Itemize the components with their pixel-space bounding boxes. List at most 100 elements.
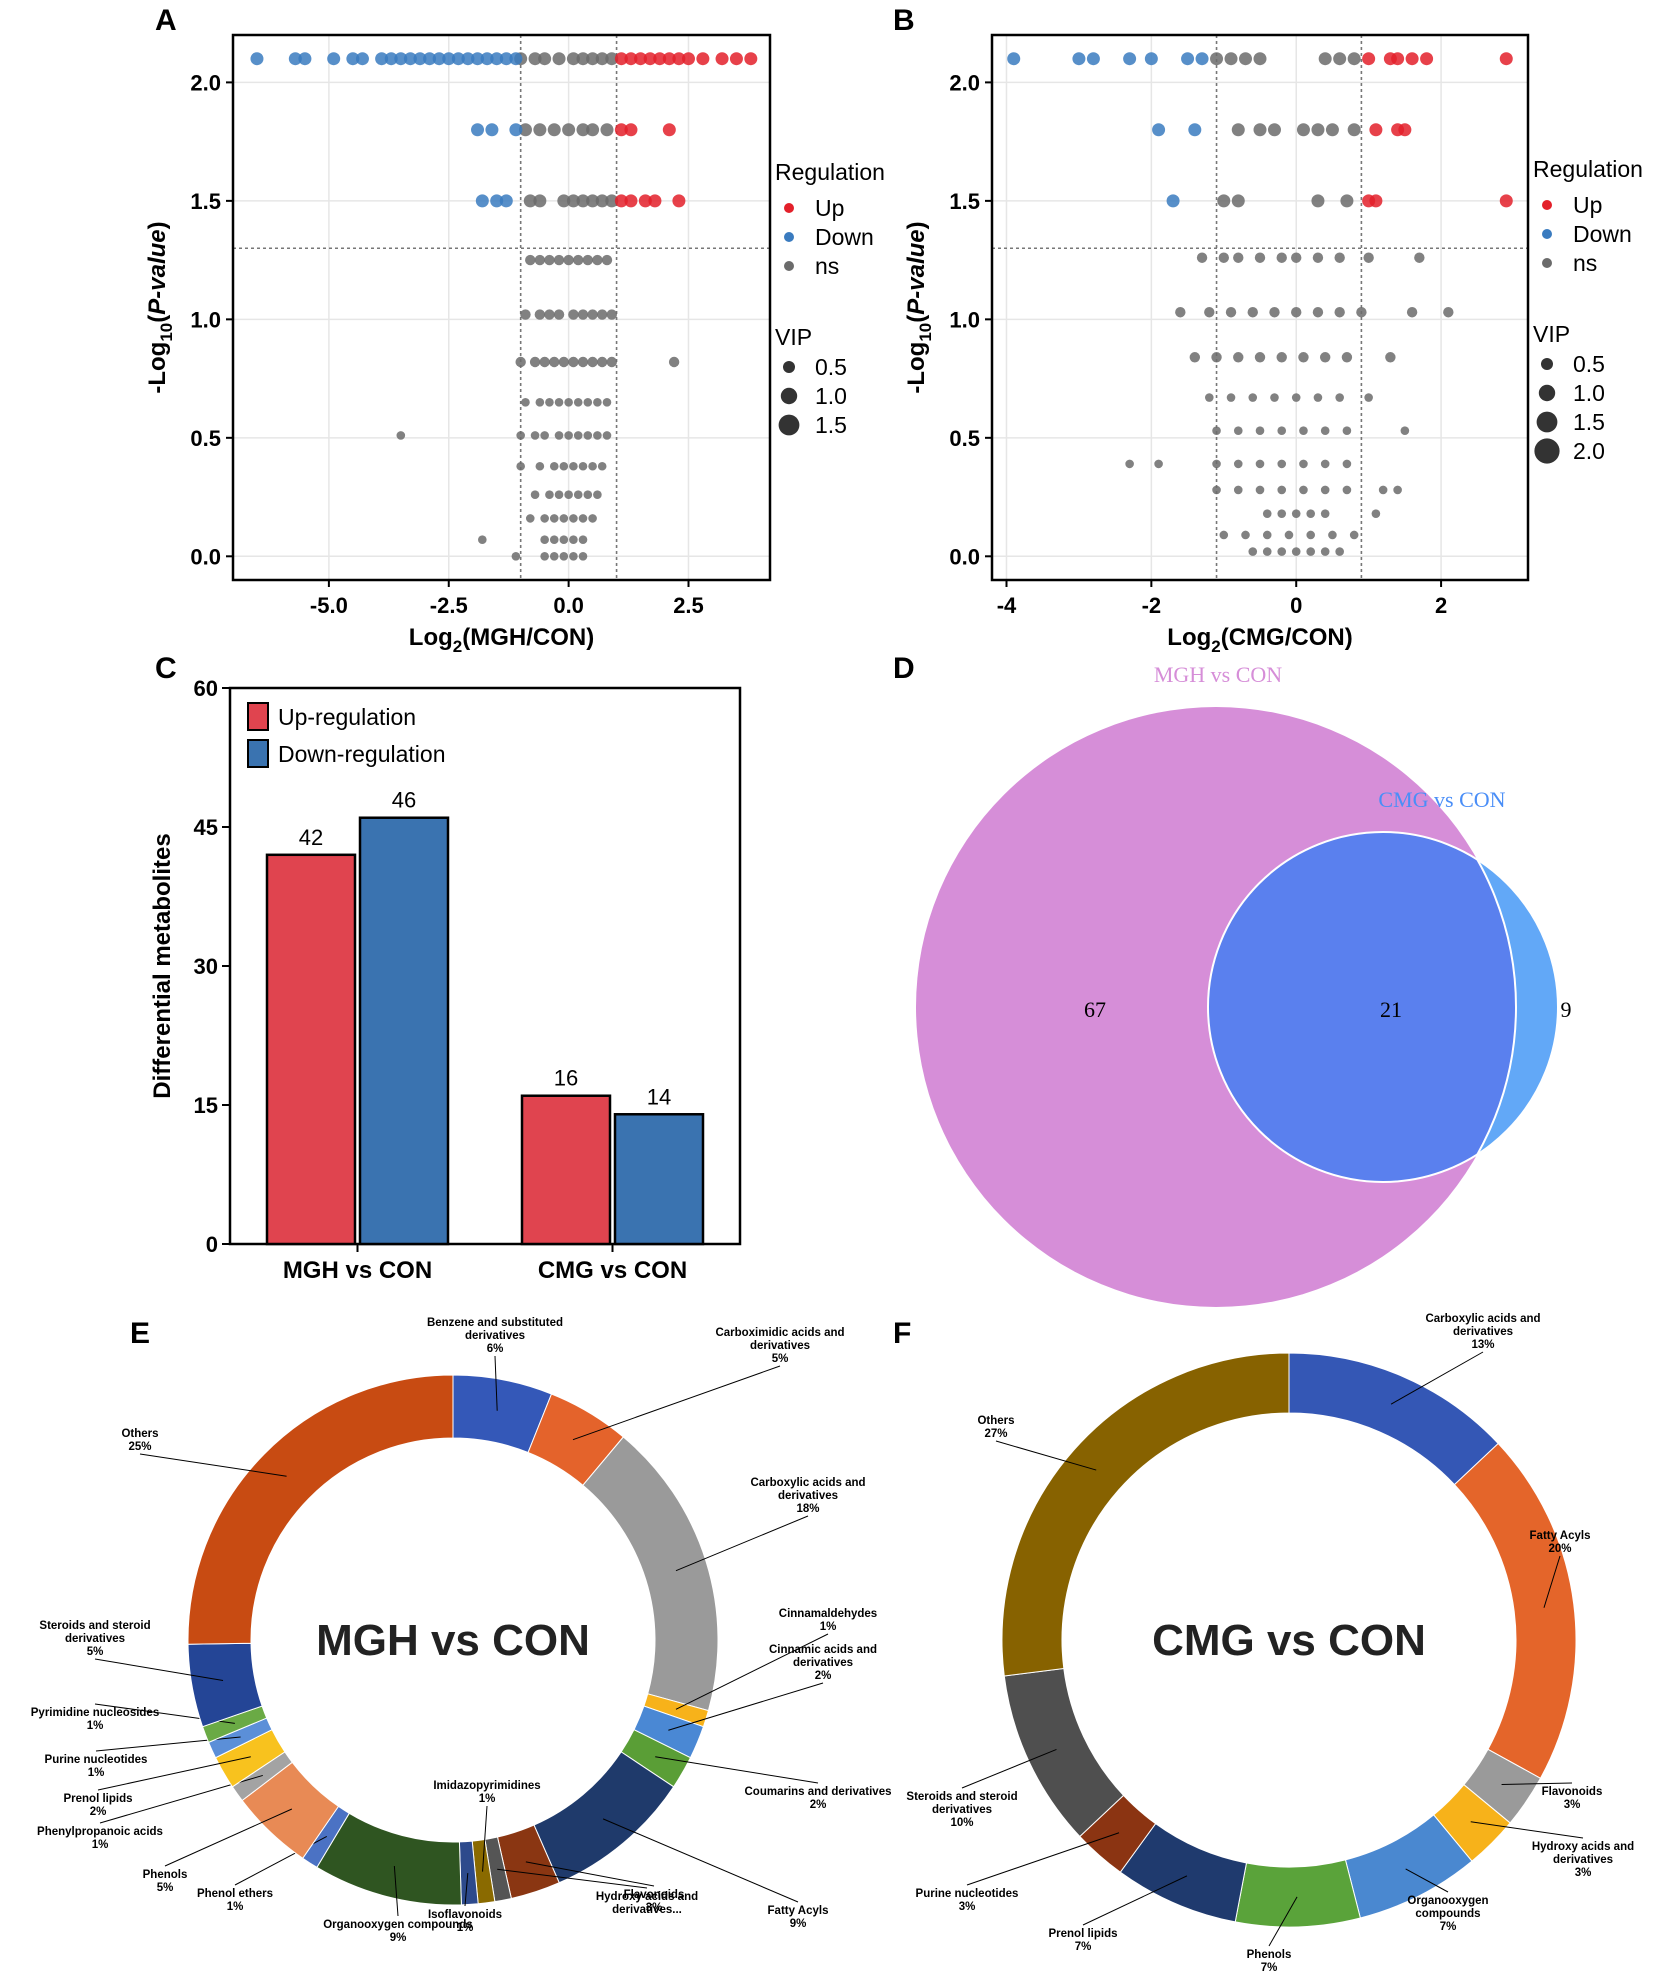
donut-leader-line	[668, 1682, 824, 1731]
donut-slice-label: Steroids and steroid	[39, 1620, 150, 1632]
donut-slice-label: Fatty Acyls	[1530, 1530, 1591, 1542]
donut-slice-label: Pyrimidine nucleosides	[31, 1707, 159, 1719]
x-tick-label: -5.0	[310, 593, 348, 618]
point-up	[672, 194, 686, 208]
donut-slice-label: 25%	[128, 1441, 151, 1453]
point-ns	[1212, 459, 1221, 469]
point-ns	[535, 397, 545, 407]
point-ns	[1378, 485, 1388, 495]
point-up	[634, 52, 648, 66]
donut-slice	[1288, 1352, 1499, 1486]
donut-leader-line	[1405, 1868, 1449, 1893]
point-ns	[564, 431, 573, 440]
point-ns	[516, 461, 525, 471]
point-ns	[520, 309, 531, 320]
point-down	[432, 52, 446, 66]
point-up	[662, 52, 676, 66]
point-ns	[576, 123, 590, 137]
point-up	[643, 52, 657, 66]
legend-swatch-up	[784, 203, 794, 213]
legend-size-label: 0.5	[815, 354, 847, 380]
legend-size-label: 1.5	[815, 412, 847, 438]
point-ns	[1226, 393, 1236, 402]
point-ns	[1311, 194, 1325, 208]
donut-leader-line	[497, 1868, 648, 1889]
y-tick-label: 0.0	[949, 544, 980, 569]
legend-swatch-ns	[784, 261, 794, 271]
legend-size-swatch	[783, 361, 795, 373]
x-tick-label: 0.0	[553, 593, 584, 618]
point-ns	[1233, 485, 1243, 495]
point-ns	[559, 535, 569, 545]
donut-leader-line	[995, 1440, 1097, 1471]
point-ns	[566, 52, 580, 66]
point-ns	[602, 397, 612, 407]
point-ns	[573, 254, 584, 266]
point-ns	[557, 194, 571, 208]
donut-leader-line	[961, 1748, 1057, 1789]
bar-down-regulation	[613, 1113, 705, 1246]
donut-slice-label: Phenol ethers	[197, 1888, 273, 1900]
point-ns	[573, 397, 583, 407]
point-down	[1181, 52, 1195, 66]
point-down	[475, 194, 489, 208]
point-down	[451, 52, 465, 66]
point-ns	[1347, 123, 1361, 137]
x-tick-label: -4	[997, 593, 1017, 618]
point-ns	[588, 461, 597, 471]
donut-slice-label: 3%	[646, 1902, 663, 1914]
point-down	[499, 52, 513, 66]
legend-size-title: VIP	[775, 324, 812, 350]
point-down	[471, 123, 485, 137]
panel-label: B	[893, 4, 915, 37]
donut-slice-label: Cinnamaldehydes	[779, 1608, 877, 1620]
point-ns	[554, 490, 564, 499]
x-axis-label-part: (CMG/CON)	[1221, 624, 1353, 651]
point-ns	[1299, 459, 1308, 469]
point-ns	[578, 514, 588, 523]
point-down	[1123, 52, 1137, 66]
legend-size-swatch	[778, 414, 800, 436]
x-tick-label: 2.5	[673, 593, 704, 618]
point-up	[648, 194, 662, 208]
point-down	[490, 52, 504, 66]
donut-slice-label: derivatives...	[612, 1904, 682, 1916]
point-down	[509, 52, 523, 66]
point-ns	[1334, 252, 1345, 263]
point-up	[672, 52, 686, 66]
bar-value-label: 14	[647, 1084, 671, 1109]
legend-swatch	[247, 702, 269, 731]
point-ns	[593, 431, 602, 440]
donut-slice-label: Organooxygen	[1407, 1895, 1488, 1907]
point-ns	[1277, 426, 1287, 436]
legend-label-down: Down	[815, 224, 874, 250]
donut-slice-label: 20%	[1548, 1543, 1571, 1555]
donut-leader-line	[572, 1365, 781, 1441]
legend-size-swatch	[1538, 384, 1556, 402]
bar-value-label: 16	[554, 1066, 578, 1091]
donut-slice-label: Imidazopyrimidines	[433, 1780, 540, 1792]
point-ns	[578, 535, 588, 545]
point-ns	[559, 552, 569, 561]
donut-slice-label: 3%	[1575, 1867, 1592, 1879]
donut-slice-label: 6%	[487, 1343, 504, 1355]
legend-title: Regulation	[1533, 156, 1643, 182]
point-down	[1166, 194, 1180, 208]
donut-slice-label: 5%	[87, 1646, 104, 1658]
legend-swatch-down	[784, 232, 794, 242]
y-tick-label: 2.0	[190, 70, 221, 95]
donut-slice-label: Steroids and steroid	[906, 1791, 1017, 1803]
point-ns	[1320, 509, 1330, 518]
point-ns	[600, 123, 614, 137]
volcano-plot-B: -4 -2 0 20.00.51.01.52.0Log2(CMG/CON)-Log10…	[893, 4, 1643, 656]
point-down	[461, 52, 475, 66]
point-ns	[553, 254, 565, 266]
point-up	[1420, 52, 1434, 66]
donut-leader-line	[97, 1756, 251, 1791]
point-ns	[534, 254, 546, 266]
point-ns	[1320, 485, 1330, 495]
point-ns	[1342, 426, 1352, 436]
point-ns	[592, 254, 603, 266]
y-axis-label-sub: 10	[916, 323, 935, 342]
x-axis-label-sub: 2	[1211, 637, 1220, 656]
